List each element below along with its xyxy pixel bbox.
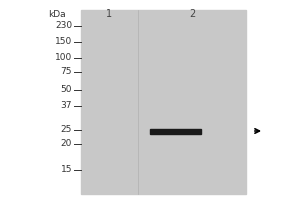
Bar (81, 10, 246, 194)
Text: 25: 25 (61, 126, 72, 134)
Text: 100: 100 (55, 53, 72, 62)
Text: 20: 20 (61, 140, 72, 148)
Bar (150, 129, 201, 134)
Text: 75: 75 (61, 68, 72, 76)
Text: kDa: kDa (48, 10, 66, 19)
Text: 37: 37 (61, 102, 72, 110)
Text: 50: 50 (61, 85, 72, 94)
Text: 1: 1 (106, 9, 112, 19)
Text: 230: 230 (55, 21, 72, 30)
Text: 2: 2 (189, 9, 195, 19)
Text: 15: 15 (61, 166, 72, 174)
Text: 150: 150 (55, 38, 72, 46)
